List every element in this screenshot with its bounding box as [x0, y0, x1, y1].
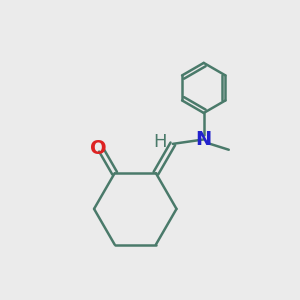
- Text: O: O: [90, 139, 106, 158]
- Text: H: H: [154, 133, 167, 151]
- Text: N: N: [196, 130, 212, 149]
